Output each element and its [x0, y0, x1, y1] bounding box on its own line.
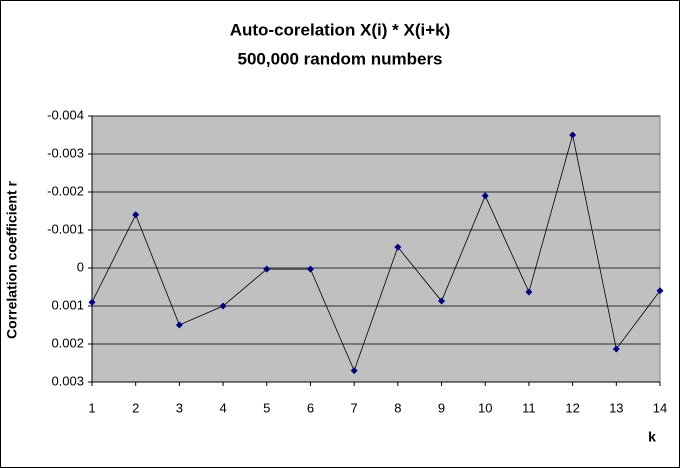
data-point: [350, 367, 358, 375]
x-tick-label: 5: [263, 400, 270, 415]
y-tick-label: -0.003: [47, 145, 84, 160]
y-axis-title: Correlation coefficient r: [4, 180, 20, 338]
data-point: [263, 265, 271, 273]
data-point: [569, 131, 577, 139]
y-tick-label: 0.002: [51, 335, 84, 350]
x-tick-label: 10: [478, 400, 492, 415]
data-point: [175, 321, 183, 329]
y-tick-label: -0.004: [47, 107, 84, 122]
x-tick-label: 6: [307, 400, 314, 415]
data-point: [481, 192, 489, 200]
data-point: [525, 288, 533, 296]
x-tick-label: 13: [609, 400, 623, 415]
data-point: [656, 287, 664, 295]
data-point: [306, 265, 314, 273]
x-tick-label: 3: [176, 400, 183, 415]
y-tick-label: 0.003: [51, 373, 84, 388]
x-tick-label: 2: [132, 400, 139, 415]
x-tick-label: 1: [88, 400, 95, 415]
data-point: [438, 297, 446, 305]
x-tick-label: 8: [394, 400, 401, 415]
y-tick-label: -0.001: [47, 221, 84, 236]
x-tick-label: 11: [522, 400, 536, 415]
x-tick-label: 12: [565, 400, 579, 415]
x-tick-label: 14: [653, 400, 667, 415]
data-point: [132, 211, 140, 219]
x-tick-label: 4: [219, 400, 226, 415]
y-tick-label: -0.002: [47, 183, 84, 198]
data-point: [394, 243, 402, 251]
y-tick-label: 0: [77, 259, 84, 274]
y-tick-label: 0.001: [51, 297, 84, 312]
x-axis-title: k: [648, 429, 656, 445]
x-tick-label: 9: [438, 400, 445, 415]
chart-title: Auto-corelation X(i) * X(i+k): [230, 20, 451, 39]
chart-subtitle: 500,000 random numbers: [237, 49, 442, 68]
x-tick-label: 7: [351, 400, 358, 415]
plot-area: [91, 115, 661, 383]
data-point: [88, 298, 96, 306]
data-point: [612, 345, 620, 353]
data-line: [91, 134, 661, 372]
data-point: [219, 302, 227, 310]
